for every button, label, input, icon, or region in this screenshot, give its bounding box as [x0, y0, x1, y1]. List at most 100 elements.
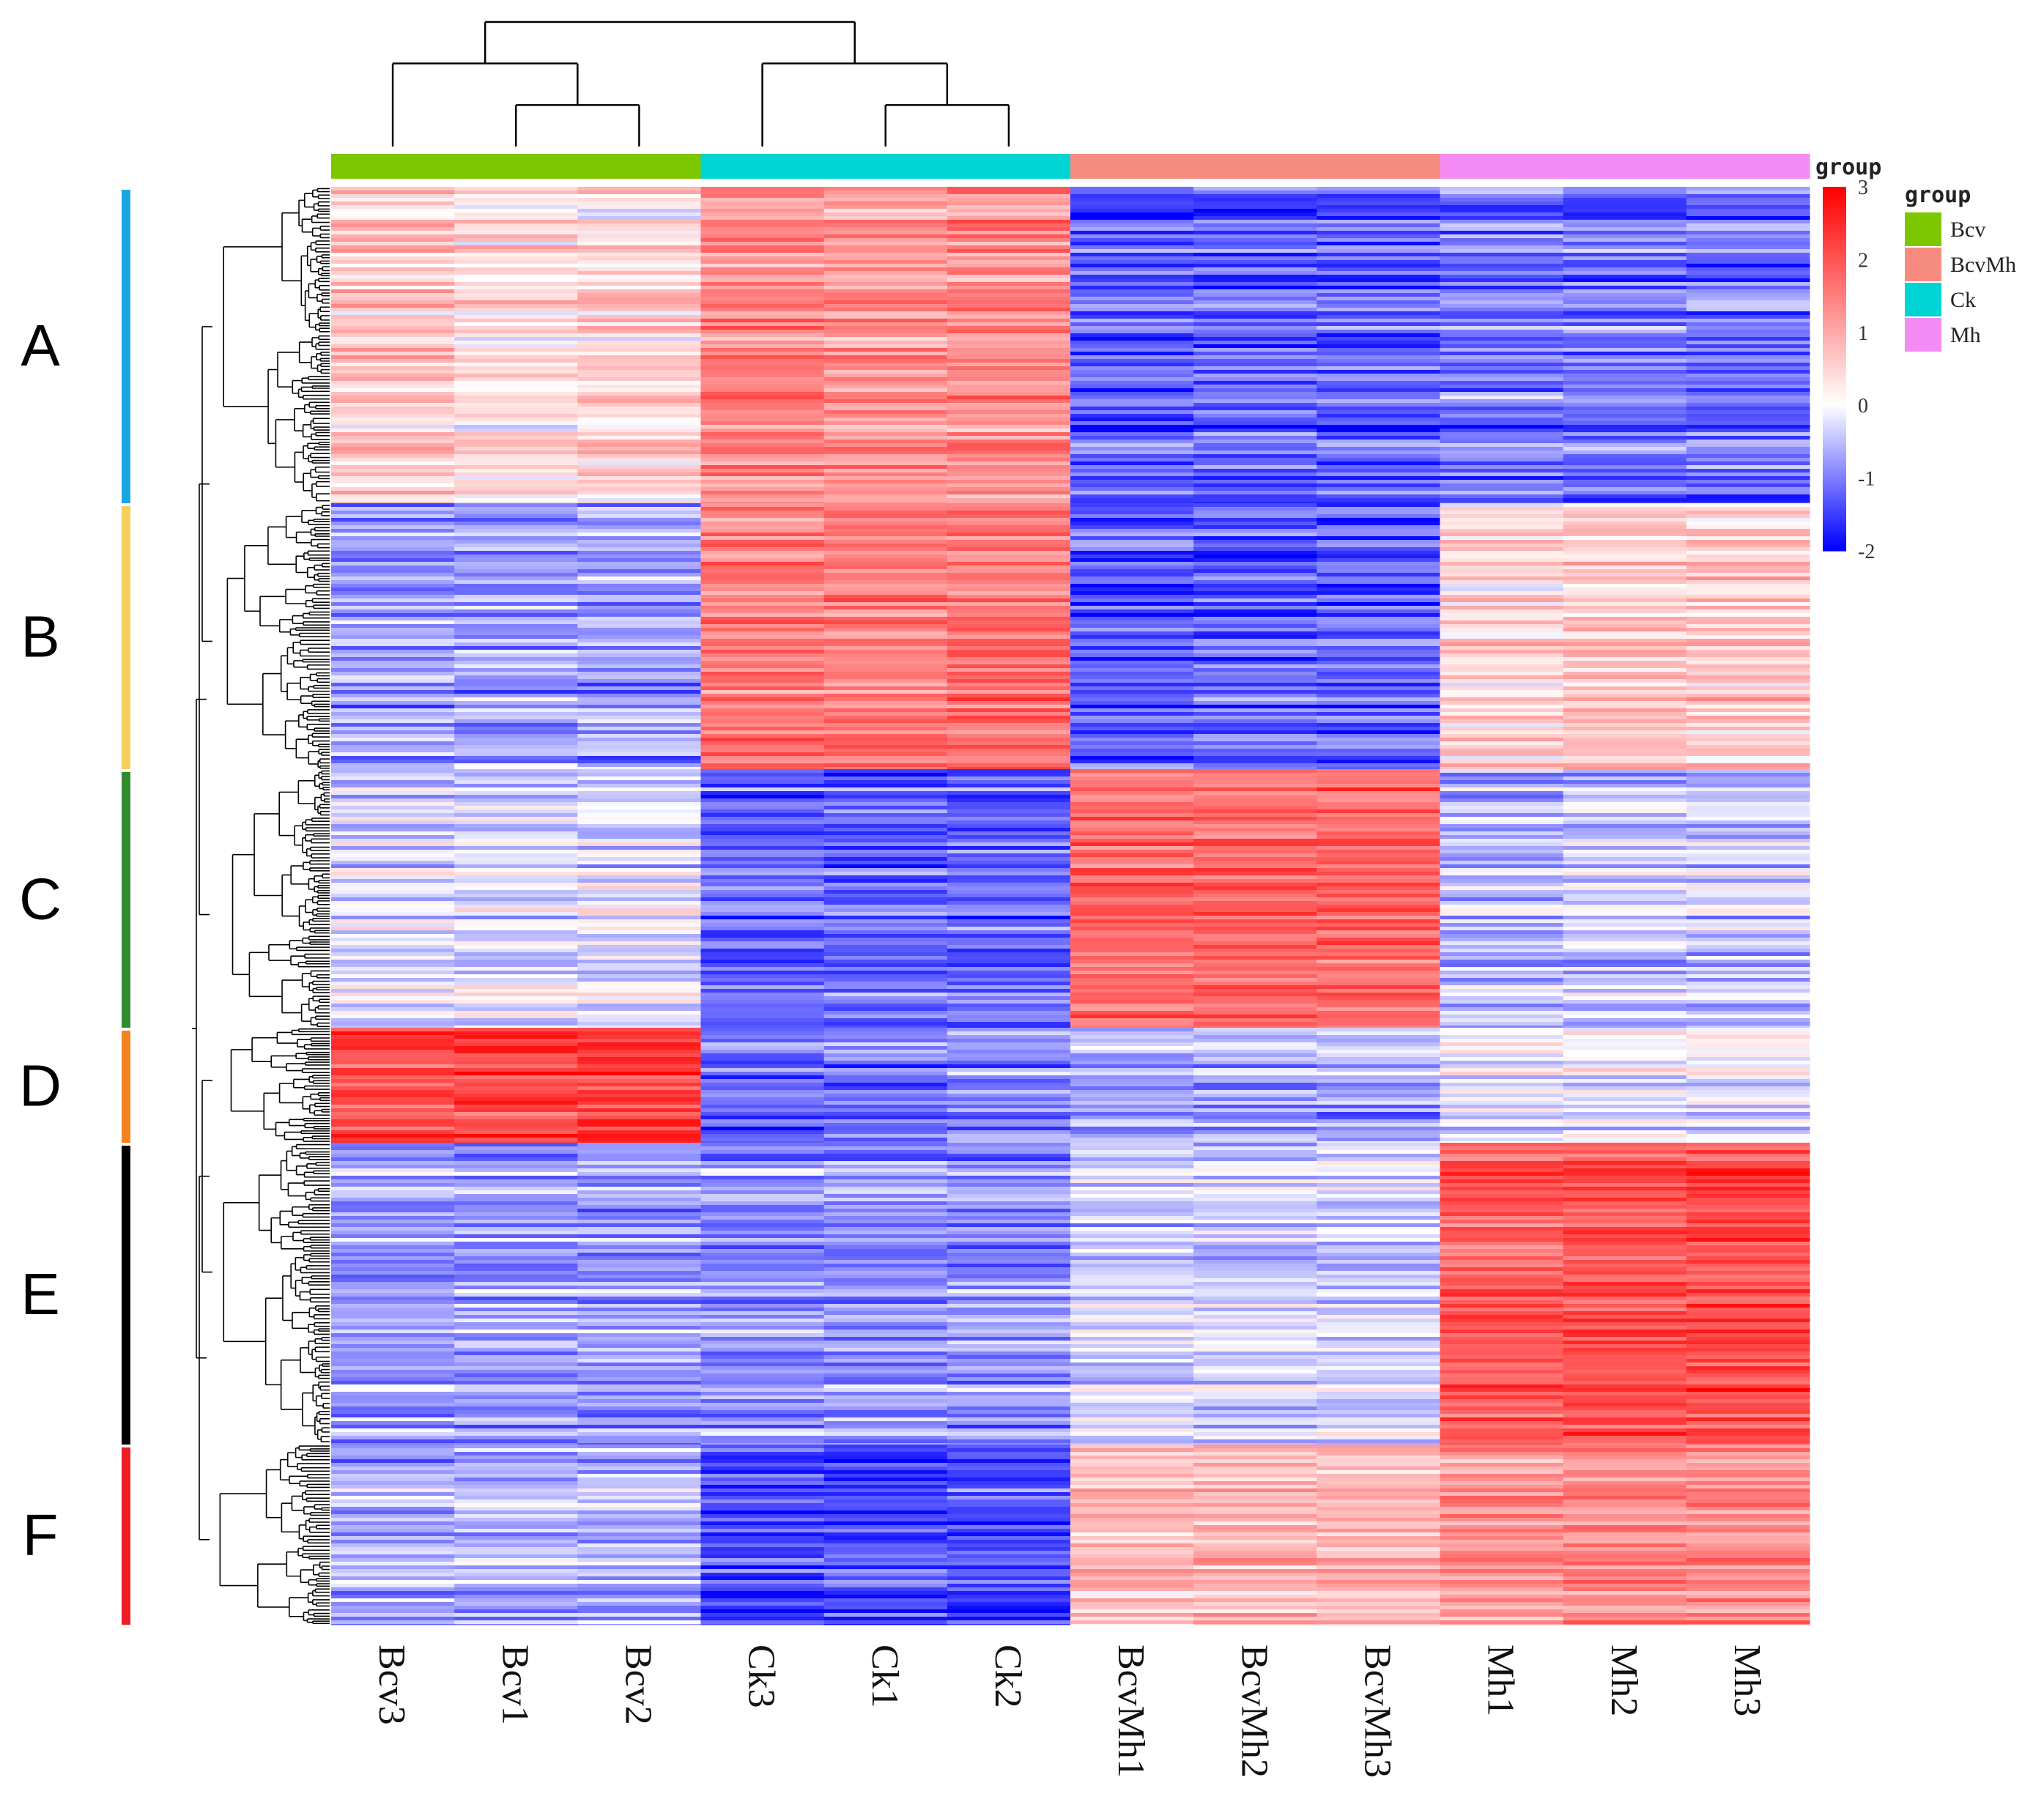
heatmap-cell: [331, 1090, 455, 1094]
heatmap-cell: [577, 1410, 702, 1415]
heatmap-cell: [1686, 319, 1810, 323]
heatmap-cell: [1317, 1503, 1441, 1508]
heatmap-cell: [1686, 864, 1810, 869]
heatmap-cell: [700, 245, 825, 250]
heatmap-cell: [1193, 802, 1317, 807]
heatmap-cell: [1193, 894, 1317, 898]
heatmap-cell: [823, 1584, 948, 1588]
heatmap-cell: [331, 1176, 455, 1180]
heatmap-cell: [700, 536, 825, 541]
heatmap-cell: [1686, 773, 1810, 777]
heatmap-cell: [1563, 1161, 1687, 1165]
heatmap-cell: [454, 1436, 578, 1440]
heatmap-cell: [947, 587, 1071, 592]
heatmap-cell: [331, 1443, 455, 1445]
heatmap-cell: [454, 407, 578, 411]
heatmap-cell: [1440, 1271, 1564, 1275]
heatmap-cell: [700, 1373, 825, 1378]
heatmap-cell: [577, 784, 702, 788]
heatmap-cell: [947, 738, 1071, 742]
heatmap-cell: [577, 1392, 702, 1396]
heatmap-cell: [1193, 461, 1317, 466]
heatmap-cell: [1563, 705, 1687, 709]
heatmap-cell: [823, 1348, 948, 1352]
heatmap-cell: [947, 934, 1071, 938]
heatmap-cell: [947, 1569, 1071, 1573]
heatmap-cell: [1563, 1143, 1687, 1147]
heatmap-cell: [1686, 752, 1810, 757]
heatmap-cell: [577, 1322, 702, 1327]
heatmap-cell: [1563, 1377, 1687, 1382]
heatmap-cell: [1317, 1536, 1441, 1541]
heatmap-cell: [1686, 209, 1810, 213]
heatmap-cell: [1563, 341, 1687, 345]
heatmap-cell: [1686, 1540, 1810, 1544]
heatmap-cell: [700, 831, 825, 836]
heatmap-cell: [823, 587, 948, 592]
heatmap-cell: [577, 311, 702, 316]
heatmap-cell: [577, 1602, 702, 1606]
heatmap-cell: [1686, 461, 1810, 466]
heatmap-cell: [577, 511, 702, 515]
heatmap-cell: [947, 883, 1071, 887]
heatmap-cell: [454, 780, 578, 785]
heatmap-cell: [1686, 344, 1810, 349]
heatmap-cell: [947, 1028, 1071, 1032]
heatmap-cell: [1686, 763, 1810, 768]
heatmap-cell: [577, 194, 702, 199]
heatmap-cell: [823, 498, 948, 503]
heatmap-cell: [1193, 952, 1317, 957]
heatmap-cell: [577, 418, 702, 422]
heatmap-cell: [1317, 547, 1441, 552]
heatmap-cell: [700, 1022, 825, 1026]
heatmap-cell: [454, 820, 578, 825]
heatmap-cell: [1317, 1068, 1441, 1072]
heatmap-cell: [331, 461, 455, 466]
heatmap-cell: [331, 598, 455, 603]
heatmap-cell: [1193, 1000, 1317, 1004]
heatmap-cell: [823, 348, 948, 352]
heatmap-cell: [700, 960, 825, 964]
heatmap-cell: [947, 1141, 1071, 1143]
heatmap-cell: [577, 820, 702, 825]
heatmap-cell: [947, 1330, 1071, 1334]
heatmap-cell: [1686, 1304, 1810, 1308]
heatmap-cell: [1440, 1551, 1564, 1555]
heatmap-cell: [1686, 780, 1810, 785]
heatmap-cell: [1563, 752, 1687, 757]
heatmap-cell: [1070, 1064, 1194, 1069]
heatmap-cell: [1686, 1035, 1810, 1039]
heatmap-cell: [1440, 194, 1564, 199]
heatmap-cell: [823, 1399, 948, 1404]
heatmap-cell: [577, 359, 702, 363]
heatmap-cell: [1686, 628, 1810, 632]
heatmap-cell: [577, 322, 702, 327]
heatmap-cell: [700, 1598, 825, 1603]
heatmap-cell: [331, 242, 455, 246]
heatmap-cell: [454, 1507, 578, 1511]
heatmap-cell: [700, 1097, 825, 1102]
heatmap-cell: [1440, 502, 1564, 504]
heatmap-cell: [947, 846, 1071, 850]
heatmap-cell: [1070, 461, 1194, 466]
heatmap-cell: [1686, 861, 1810, 865]
heatmap-cell: [1070, 344, 1194, 349]
heatmap-cell: [700, 624, 825, 629]
heatmap-cell: [823, 1428, 948, 1433]
heatmap-cell: [947, 813, 1071, 817]
heatmap-cell: [577, 1105, 702, 1109]
heatmap-cell: [1440, 1452, 1564, 1456]
heatmap-cell: [1440, 1075, 1564, 1080]
heatmap-cell: [1440, 518, 1564, 522]
heatmap-cell: [1686, 511, 1810, 515]
heatmap-cell: [454, 798, 578, 803]
heatmap-cell: [1070, 606, 1194, 610]
heatmap-cell: [1193, 1116, 1317, 1120]
heatmap-cell: [1563, 1061, 1687, 1065]
heatmap-cell: [947, 472, 1071, 477]
heatmap-cell: [823, 381, 948, 385]
heatmap-cell: [577, 1330, 702, 1334]
heatmap-cell: [700, 806, 825, 810]
heatmap-cell: [454, 483, 578, 488]
heatmap-cell: [1070, 209, 1194, 213]
